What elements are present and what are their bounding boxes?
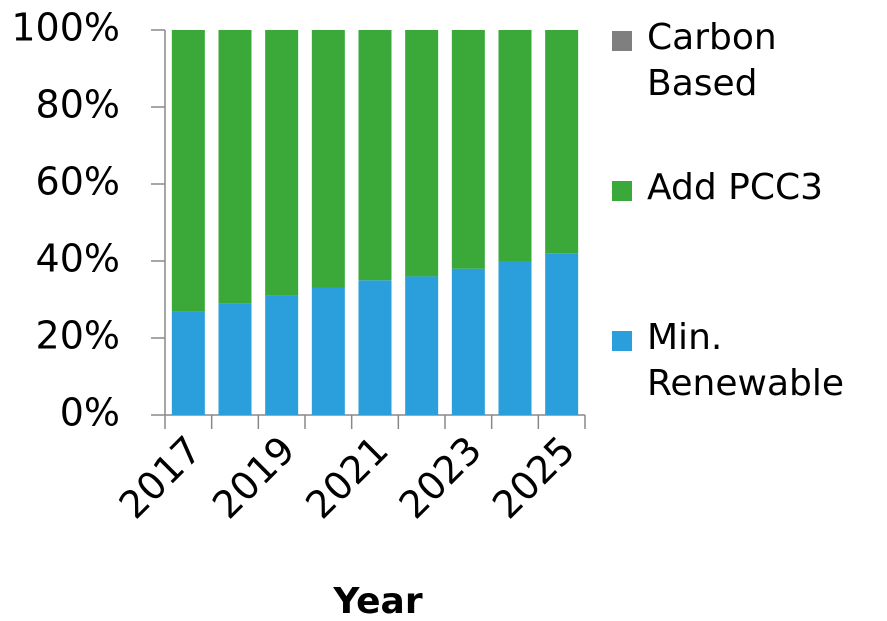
y-tick-label: 20% [36, 314, 120, 358]
legend-label: Add PCC3 [647, 167, 824, 208]
bar-segment [265, 295, 299, 415]
x-tick-label: 2021 [297, 428, 397, 528]
bar-segment [218, 303, 252, 415]
x-tick-label: 2025 [484, 428, 584, 528]
bar-segment [358, 30, 392, 281]
y-tick-label: 80% [36, 83, 120, 127]
bar-segment [265, 30, 299, 296]
x-tick-label: 2017 [111, 428, 211, 528]
legend-label: Min. Renewable [647, 317, 845, 404]
bar-segment [311, 287, 345, 415]
bar-segment [545, 253, 579, 415]
bar-segment [358, 280, 392, 415]
bar-segment [498, 30, 532, 261]
bar-segment [498, 261, 532, 415]
bar-segment [218, 30, 252, 304]
bar-segment [405, 30, 439, 277]
bar-segment [451, 30, 485, 269]
legend-swatch [612, 331, 632, 351]
bar-segment [405, 276, 439, 415]
x-tick-label: 2023 [391, 428, 491, 528]
legend-label: Carbon Based [647, 17, 777, 104]
y-tick-label: 100% [11, 6, 120, 50]
y-tick-label: 40% [36, 237, 120, 281]
bar-segment [545, 30, 579, 254]
x-tick-label: 2019 [204, 428, 304, 528]
bar-segment [311, 30, 345, 288]
bar-segment [171, 30, 205, 312]
legend-swatch [612, 31, 632, 51]
x-axis-title: Year [332, 581, 422, 621]
bar-segment [451, 268, 485, 415]
bar-segment [171, 311, 205, 415]
y-tick-label: 60% [36, 160, 120, 204]
y-tick-label: 0% [60, 391, 120, 435]
legend-swatch [612, 181, 632, 201]
